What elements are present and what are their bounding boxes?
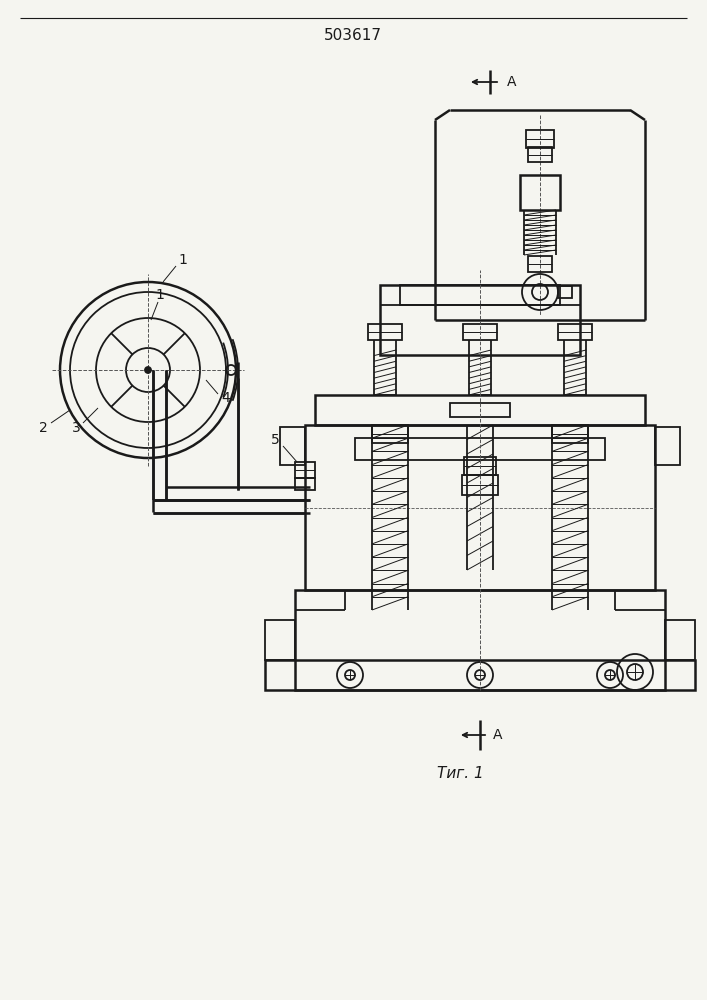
Bar [295,462,315,478]
Bar [665,620,695,660]
Bar [462,475,498,495]
Bar [528,147,552,162]
Bar [295,590,665,690]
Bar [355,438,605,460]
Bar [463,324,497,340]
Text: 3: 3 [71,421,81,435]
Bar [372,425,408,443]
Bar [315,395,645,425]
Bar [464,457,496,475]
Circle shape [145,367,151,373]
Text: A: A [507,75,517,89]
Text: 5: 5 [271,433,279,447]
Bar [295,478,315,490]
Bar [305,425,655,590]
Text: 503617: 503617 [324,27,382,42]
Bar [265,660,695,690]
Text: Τиг. 1: Τиг. 1 [437,766,484,780]
Bar [558,286,572,298]
Bar [280,427,305,465]
Bar [400,285,560,305]
Bar [528,256,552,272]
Bar [558,324,592,340]
Bar [265,620,295,660]
Bar [520,175,560,210]
Text: A: A [493,728,503,742]
Bar [526,130,554,148]
Text: 4: 4 [221,391,230,405]
Bar [368,324,402,340]
Bar [655,427,680,465]
Text: 1: 1 [179,253,187,267]
Bar [380,285,580,355]
Text: 2: 2 [39,421,47,435]
Bar [450,403,510,417]
Bar [552,425,588,443]
Text: 1: 1 [156,288,165,302]
